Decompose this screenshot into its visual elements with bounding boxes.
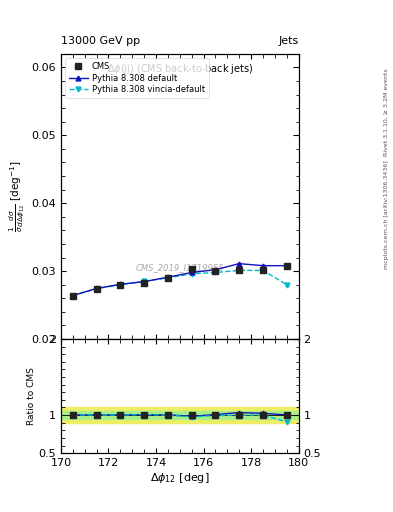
Bar xyxy=(61,408,299,423)
Y-axis label: Ratio to CMS: Ratio to CMS xyxy=(27,367,36,425)
Y-axis label: $\frac{1}{\sigma}\frac{d\sigma}{d\Delta\phi_{12}}$ [deg$^{-1}$]: $\frac{1}{\sigma}\frac{d\sigma}{d\Delta\… xyxy=(7,161,27,232)
X-axis label: $\Delta\phi_{12}$ [deg]: $\Delta\phi_{12}$ [deg] xyxy=(150,471,209,485)
Text: mcplots.cern.ch [arXiv:1306.3436]: mcplots.cern.ch [arXiv:1306.3436] xyxy=(384,161,389,269)
Text: Jets: Jets xyxy=(278,36,299,46)
Text: $\Delta\phi$(jj) (CMS back-to-back jets): $\Delta\phi$(jj) (CMS back-to-back jets) xyxy=(107,62,253,76)
Text: 13000 GeV pp: 13000 GeV pp xyxy=(61,36,140,46)
Text: Rivet 3.1.10, ≥ 3.2M events: Rivet 3.1.10, ≥ 3.2M events xyxy=(384,69,389,157)
Bar xyxy=(61,411,299,419)
Legend: CMS, Pythia 8.308 default, Pythia 8.308 vincia-default: CMS, Pythia 8.308 default, Pythia 8.308 … xyxy=(65,58,209,98)
Text: CMS_2019_I1719955: CMS_2019_I1719955 xyxy=(136,263,224,272)
